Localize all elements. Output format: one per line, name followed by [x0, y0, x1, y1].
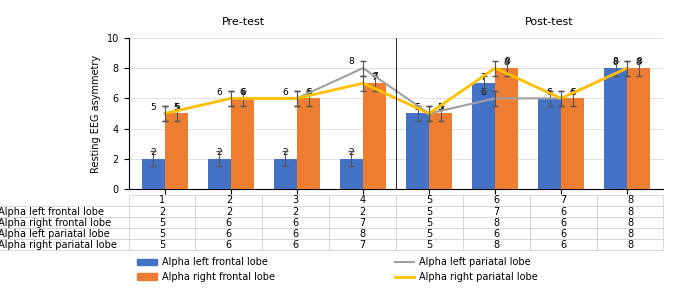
- Text: Post-test: Post-test: [525, 17, 573, 27]
- Text: 8: 8: [613, 57, 618, 66]
- Text: 6: 6: [547, 88, 552, 97]
- Text: 5: 5: [173, 103, 179, 112]
- Text: 2: 2: [349, 148, 354, 157]
- Bar: [472, 83, 495, 189]
- Text: 6: 6: [480, 88, 486, 97]
- Text: 5: 5: [174, 103, 179, 112]
- Text: 2: 2: [150, 148, 156, 157]
- Text: 8: 8: [504, 57, 510, 66]
- Text: 7: 7: [372, 72, 378, 81]
- Bar: [538, 98, 561, 189]
- Bar: [561, 98, 584, 189]
- Text: 6: 6: [240, 88, 245, 97]
- Y-axis label: Resting EEG asymmetry: Resting EEG asymmetry: [91, 54, 101, 173]
- Bar: [363, 83, 386, 189]
- Text: 5: 5: [150, 103, 156, 112]
- Text: 6: 6: [570, 88, 575, 97]
- Text: Pre-test: Pre-test: [221, 17, 265, 27]
- Bar: [274, 159, 297, 189]
- Text: 6: 6: [240, 88, 246, 97]
- Text: 8: 8: [504, 58, 510, 67]
- Legend: Alpha left pariatal lobe, Alpha right pariatal lobe: Alpha left pariatal lobe, Alpha right pa…: [391, 253, 542, 286]
- Text: 5: 5: [438, 103, 443, 112]
- Bar: [429, 113, 452, 189]
- Text: 6: 6: [282, 88, 288, 97]
- Text: 7: 7: [481, 73, 486, 82]
- Bar: [142, 159, 165, 189]
- Bar: [165, 113, 188, 189]
- Bar: [406, 113, 429, 189]
- Legend: Alpha left frontal lobe, Alpha right frontal lobe: Alpha left frontal lobe, Alpha right fro…: [133, 253, 278, 286]
- Text: 6: 6: [570, 88, 576, 97]
- Bar: [627, 68, 650, 189]
- Text: 8: 8: [613, 58, 619, 67]
- Text: 8: 8: [636, 58, 642, 67]
- Text: 2: 2: [217, 148, 222, 157]
- Text: 6: 6: [306, 88, 312, 97]
- Bar: [495, 68, 518, 189]
- Text: 8: 8: [636, 57, 642, 66]
- Text: 6: 6: [546, 88, 552, 97]
- Text: 7: 7: [372, 73, 378, 82]
- Bar: [231, 98, 254, 189]
- Bar: [340, 159, 363, 189]
- Bar: [297, 98, 320, 189]
- Text: 5: 5: [414, 103, 420, 112]
- Text: 5: 5: [438, 103, 444, 112]
- Bar: [208, 159, 231, 189]
- Text: 5: 5: [414, 103, 420, 112]
- Text: 8: 8: [348, 57, 354, 66]
- Text: 6: 6: [216, 88, 222, 97]
- Text: 2: 2: [282, 148, 288, 157]
- Text: 6: 6: [306, 88, 311, 97]
- Bar: [604, 68, 627, 189]
